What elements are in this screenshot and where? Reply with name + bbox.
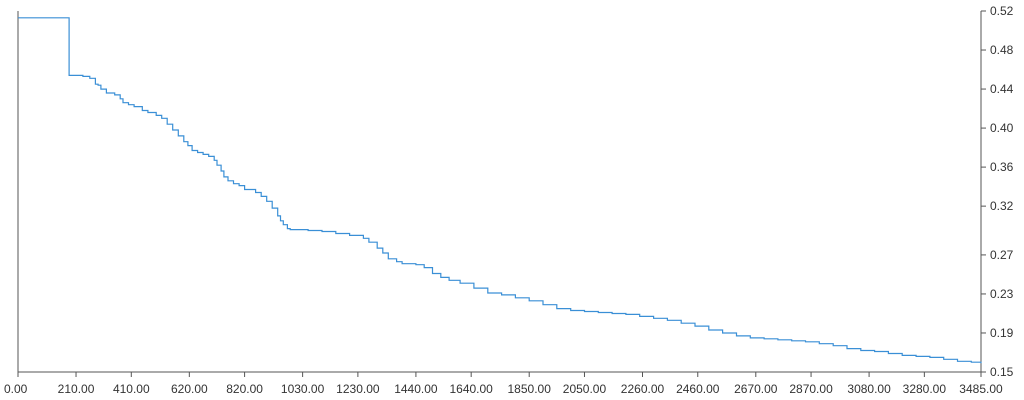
x-tick-label: 1440.00	[394, 382, 438, 396]
x-tick-label: 2670.00	[734, 382, 778, 396]
x-tick-label: 2260.00	[621, 382, 665, 396]
y-tick-label: 0.52	[990, 4, 1014, 18]
x-tick-label: 410.00	[113, 382, 150, 396]
y-tick-label: 0.40	[990, 121, 1014, 135]
x-tick-label: 210.00	[58, 382, 95, 396]
x-tick-label: 0.00	[4, 382, 28, 396]
series-line	[18, 17, 982, 364]
x-tick-label: 3485.00	[959, 382, 1003, 396]
y-tick-label: 0.19	[990, 326, 1014, 340]
y-tick-label: 0.32	[990, 199, 1014, 213]
x-tick-label: 620.00	[171, 382, 208, 396]
y-tick-label: 0.15	[990, 365, 1014, 379]
x-tick-label: 2460.00	[676, 382, 720, 396]
x-tick-label: 3080.00	[847, 382, 891, 396]
x-tick-label: 1230.00	[336, 382, 380, 396]
y-tick-label: 0.44	[990, 82, 1014, 96]
x-tick-label: 1030.00	[281, 382, 325, 396]
x-tick-label: 2870.00	[789, 382, 833, 396]
x-tick-label: 820.00	[226, 382, 263, 396]
y-tick-label: 0.23	[990, 287, 1014, 301]
y-tick-label: 0.27	[990, 248, 1014, 262]
y-tick-label: 0.48	[990, 43, 1014, 57]
x-tick-label: 1640.00	[449, 382, 493, 396]
x-tick-label: 3280.00	[903, 382, 947, 396]
plot-area	[18, 17, 982, 364]
x-tick-label: 2050.00	[563, 382, 607, 396]
axes: 0.00 210.00 410.00 620.00 820.00 1030.00 1230.…	[4, 4, 1014, 396]
y-tick-label: 0.36	[990, 160, 1014, 174]
x-tick-label: 1850.00	[508, 382, 552, 396]
